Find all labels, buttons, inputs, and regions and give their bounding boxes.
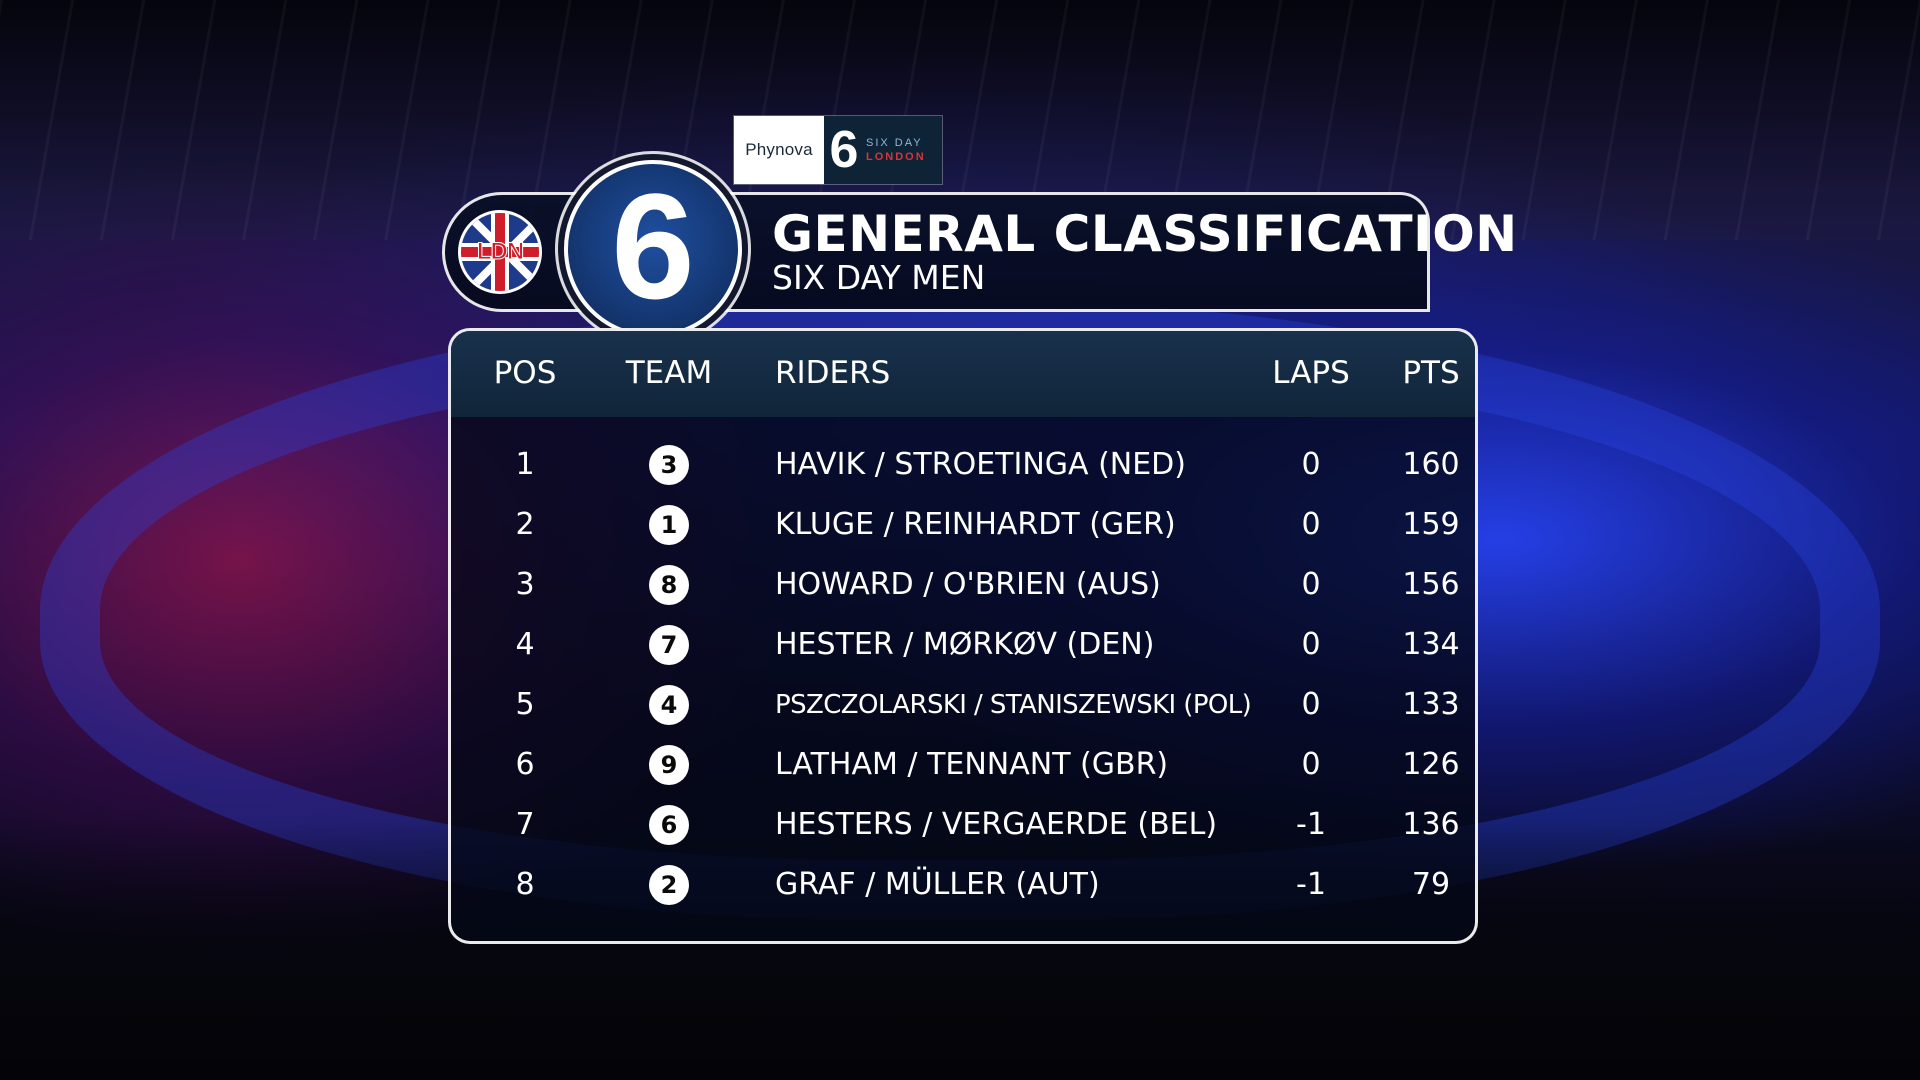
cell-laps: -1 [1296, 807, 1326, 842]
table-row: 8 2 GRAF / MÜLLER (AUT) -1 79 [451, 855, 1475, 915]
cell-pos: 6 [515, 747, 535, 782]
team-number-badge: 8 [649, 565, 689, 605]
six-day-emblem-number: 6 [611, 162, 695, 330]
cell-pts: 126 [1402, 747, 1460, 782]
table-row: 3 8 HOWARD / O'BRIEN (AUS) 0 156 [451, 555, 1475, 615]
column-header-laps: LAPS [1272, 355, 1350, 391]
table-row: 4 7 HESTER / MØRKØV (DEN) 0 134 [451, 615, 1475, 675]
team-number-badge: 4 [649, 685, 689, 725]
event-logo-text: SIX DAY LONDON [866, 136, 926, 164]
team-number-badge: 7 [649, 625, 689, 665]
standings-table: POS TEAM RIDERS LAPS PTS 1 3 HAVIK / STR… [448, 328, 1478, 944]
cell-laps: 0 [1301, 507, 1321, 542]
cell-pts: 156 [1402, 567, 1460, 602]
cell-pos: 3 [515, 567, 535, 602]
table-row: 1 3 HAVIK / STROETINGA (NED) 0 160 [451, 435, 1475, 495]
column-header-pos: POS [493, 355, 557, 391]
cell-riders: KLUGE / REINHARDT (GER) [775, 507, 1176, 542]
table-header: POS TEAM RIDERS LAPS PTS [451, 331, 1475, 417]
cell-pos: 2 [515, 507, 535, 542]
event-logo: 6 SIX DAY LONDON [824, 116, 942, 184]
cell-laps: -1 [1296, 867, 1326, 902]
ldn-badge-text: LDN [476, 238, 524, 266]
cell-riders: LATHAM / TENNANT (GBR) [775, 747, 1169, 782]
cell-riders: HOWARD / O'BRIEN (AUS) [775, 567, 1161, 602]
cell-pts: 79 [1411, 867, 1451, 902]
team-number-badge: 9 [649, 745, 689, 785]
column-header-team: TEAM [625, 355, 713, 391]
event-name-line2: LONDON [866, 151, 926, 163]
page-subtitle: SIX DAY MEN [772, 258, 986, 297]
table-row: 6 9 LATHAM / TENNANT (GBR) 0 126 [451, 735, 1475, 795]
event-name-line1: SIX DAY [866, 137, 923, 149]
cell-riders: HAVIK / STROETINGA (NED) [775, 447, 1186, 482]
cell-pos: 4 [515, 627, 535, 662]
column-header-pts: PTS [1402, 355, 1460, 391]
cell-pts: 160 [1402, 447, 1460, 482]
cell-pos: 5 [515, 687, 535, 722]
cell-pos: 8 [515, 867, 535, 902]
union-jack-icon: LDN [458, 210, 542, 294]
table-row: 2 1 KLUGE / REINHARDT (GER) 0 159 [451, 495, 1475, 555]
sponsor-logo: Phynova 6 SIX DAY LONDON [734, 116, 942, 184]
cell-pos: 1 [515, 447, 535, 482]
cell-laps: 0 [1301, 687, 1321, 722]
cell-riders: HESTER / MØRKØV (DEN) [775, 627, 1155, 662]
column-header-riders: RIDERS [775, 355, 891, 391]
cell-laps: 0 [1301, 747, 1321, 782]
cell-laps: 0 [1301, 447, 1321, 482]
team-number-badge: 6 [649, 805, 689, 845]
sponsor-brand: Phynova [734, 116, 824, 184]
cell-laps: 0 [1301, 627, 1321, 662]
cell-pts: 134 [1402, 627, 1460, 662]
six-day-logo-icon: 6 [829, 121, 859, 179]
cell-riders: HESTERS / VERGAERDE (BEL) [775, 807, 1218, 842]
team-number-badge: 1 [649, 505, 689, 545]
team-number-badge: 2 [649, 865, 689, 905]
cell-pts: 136 [1402, 807, 1460, 842]
team-number-badge: 3 [649, 445, 689, 485]
page-title: GENERAL CLASSIFICATION [772, 205, 1518, 263]
table-row: 5 4 PSZCZOLARSKI / STANISZEWSKI (POL) 0 … [451, 675, 1475, 735]
table-row: 7 6 HESTERS / VERGAERDE (BEL) -1 136 [451, 795, 1475, 855]
six-day-emblem: 6 [564, 160, 742, 338]
cell-pos: 7 [515, 807, 535, 842]
cell-riders: PSZCZOLARSKI / STANISZEWSKI (POL) [775, 690, 1252, 720]
cell-riders: GRAF / MÜLLER (AUT) [775, 867, 1100, 902]
cell-laps: 0 [1301, 567, 1321, 602]
cell-pts: 159 [1402, 507, 1460, 542]
cell-pts: 133 [1402, 687, 1460, 722]
